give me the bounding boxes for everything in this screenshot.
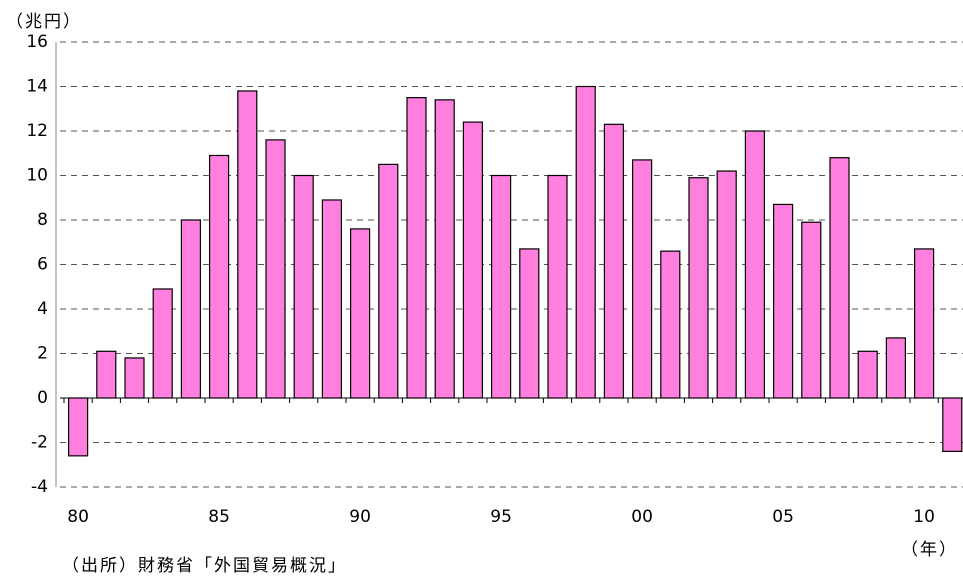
x-tick-label: 05 [772,507,794,527]
bar [772,203,794,399]
y-tick-label: 10 [26,166,48,186]
bar [152,288,173,399]
y-tick-label: -2 [31,433,48,453]
bar [462,121,483,399]
x-tick-label: 10 [913,507,935,527]
bar [857,350,878,399]
bar [378,163,399,399]
y-tick-label: 6 [37,255,48,275]
bar [434,99,455,399]
y-tick-label: 16 [26,32,48,52]
bar [237,90,258,399]
y-tick-label: 2 [37,344,48,364]
x-tick-label: 90 [349,507,371,527]
bar [293,174,314,399]
bar [180,219,201,399]
y-tick-label: 0 [37,388,48,408]
x-tick-label: 85 [208,507,230,527]
bar [631,159,653,399]
bar [350,228,371,399]
bar [660,250,681,399]
bar [209,154,230,399]
bar [744,130,766,399]
bar [688,177,709,399]
x-tick-label: 95 [490,507,512,527]
bar [801,221,822,399]
bar [406,97,427,399]
bar [67,397,89,457]
y-tick-label: 8 [37,210,48,230]
bar [124,357,145,399]
bar [96,350,117,399]
bar [716,170,737,399]
bar [603,123,625,399]
bar [547,174,568,399]
bar [519,248,540,399]
x-tick-label: 00 [631,507,653,527]
y-tick-label: 12 [26,121,48,141]
bar [321,199,342,399]
y-tick-label: 14 [26,77,48,97]
source-note: （出所）財務省「外国貿易概況」 [62,556,347,576]
y-tick-label: 4 [37,299,48,319]
bar [575,85,596,399]
bar [913,248,935,399]
bar [829,157,850,399]
y-axis-label: （兆円） [6,12,82,32]
y-tick-label: -4 [31,477,48,497]
bar [885,337,907,399]
bar [265,139,286,399]
bar [491,174,512,399]
x-axis-label: （年） [901,540,958,560]
x-tick-label: 80 [67,507,89,527]
bar [942,397,963,453]
